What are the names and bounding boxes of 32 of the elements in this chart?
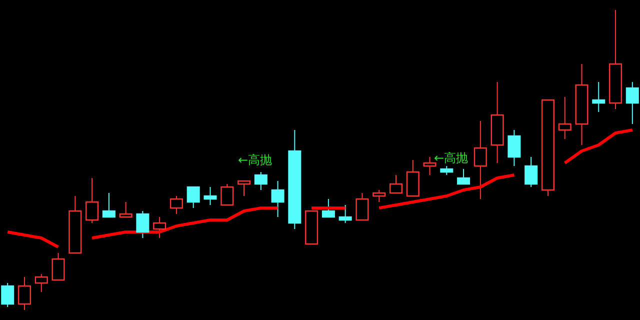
candlestick (322, 198, 335, 218)
candlestick (186, 186, 200, 208)
candlestick (626, 82, 639, 124)
candlestick (524, 156, 538, 188)
candlestick (220, 184, 234, 206)
candlestick (558, 96, 572, 140)
annotation: ←高抛 (434, 150, 468, 167)
candlestick (1, 282, 14, 308)
candlestick (356, 192, 369, 221)
candlestick (86, 178, 99, 224)
candlestick (457, 168, 470, 185)
candlestick (153, 216, 166, 238)
candlestick (423, 156, 436, 176)
candlestick (170, 196, 183, 214)
candlestick (271, 180, 284, 218)
candlestick (136, 210, 150, 238)
candlestick (474, 120, 487, 200)
candlestick (18, 276, 31, 310)
candlestick (592, 82, 606, 112)
candlestick (34, 274, 48, 292)
candlestick (406, 160, 420, 197)
candlestick (238, 180, 251, 196)
candlestick (389, 174, 402, 194)
candlestick (338, 204, 352, 224)
candlestick (102, 192, 116, 218)
candlestick (254, 172, 268, 190)
candlestick (508, 130, 521, 166)
annotation: ←高抛 (238, 152, 272, 169)
candlestick (119, 202, 132, 218)
candlestick (204, 186, 217, 206)
candlestick (52, 252, 65, 281)
candlestick (372, 190, 386, 202)
